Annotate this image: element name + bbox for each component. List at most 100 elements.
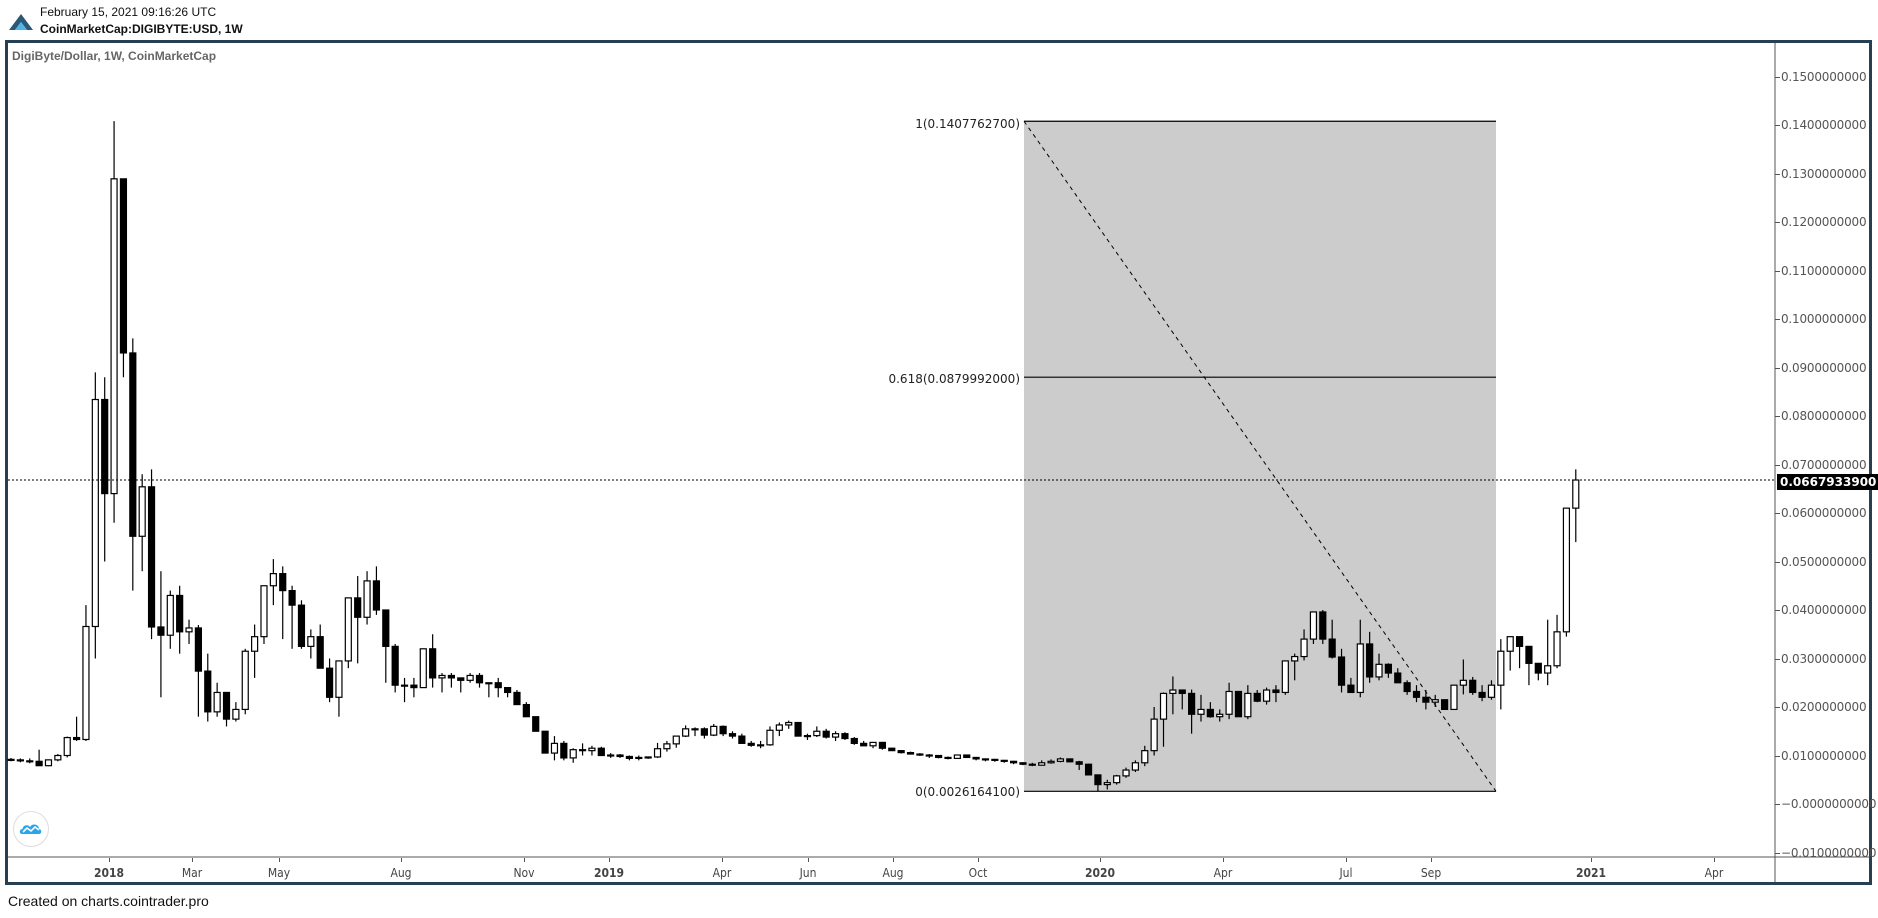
candle [1459,659,1467,695]
candle [888,747,896,752]
candle [325,658,334,703]
candle [297,600,306,649]
time-tick [524,858,525,862]
candle [747,740,755,747]
time-tick [1591,858,1592,862]
candle [794,721,802,737]
candle [963,754,971,759]
candle [869,741,877,749]
candle [429,634,437,688]
time-tick [192,858,193,862]
candle [1159,692,1168,747]
candle [1544,619,1552,686]
symbol-title: CoinMarketCap:DIGIBYTE:USD, 1W [40,22,243,36]
price-tick [1775,755,1780,757]
candle [363,571,371,625]
candle [803,733,812,740]
price-tick [1775,707,1780,708]
candle [1122,767,1130,778]
candle [129,338,137,591]
candle [204,653,212,722]
candle [157,571,165,698]
candle [279,566,287,640]
price-axis-label: 0.0700000000 [1781,457,1867,472]
candle [1431,694,1439,707]
candle [1272,685,1280,703]
candle [110,121,118,523]
candle [972,756,980,761]
candle [916,753,924,756]
candle [1188,689,1196,734]
price-axis-label: 0.1200000000 [1781,215,1867,229]
candle [1534,662,1542,681]
candle [410,677,418,698]
time-tick [609,858,610,862]
candle [1169,676,1177,715]
candle [382,609,390,683]
candle [1403,680,1411,695]
candle [176,585,184,654]
time-tick [808,858,809,862]
candle [588,745,596,756]
candle [1019,762,1027,766]
footer-credit: Created on charts.cointrader.pro [8,893,209,909]
candle [522,702,530,718]
candle [1225,682,1233,720]
candle [700,727,708,739]
candle [1356,619,1364,698]
candle [1450,684,1458,711]
price-axis-label: 0.1400000000 [1781,118,1867,132]
time-axis-label: 2019 [593,866,625,880]
candle [1337,648,1346,693]
price-tick [1775,367,1780,369]
time-tick [893,858,894,862]
fib-level-1-label: 1(0.1407762700) [915,117,1020,131]
candle [1487,680,1496,700]
candle [925,754,933,758]
time-axis-label: Jul [1339,866,1353,880]
price-axis-label: 0.1000000000 [1781,312,1867,326]
candle [91,372,99,659]
candle [35,749,43,767]
candle [185,619,193,644]
candle [1262,687,1271,705]
current-price-badge: 0.0667933900 [1777,474,1878,490]
time-axis-label: May [267,866,291,880]
candle [138,474,146,572]
candle [335,660,343,717]
price-axis-label: −0.0100000000 [1781,845,1877,860]
candle [1253,690,1261,703]
tradingview-logo-button[interactable] [13,811,49,847]
candle [213,682,221,717]
candle [1075,760,1083,771]
candle [756,740,765,749]
candle [54,754,62,762]
time-tick [1100,858,1101,862]
candle [1000,759,1008,763]
candle [1469,676,1477,695]
time-tick [279,858,280,862]
time-axis-label: Sep [1420,866,1442,880]
candle [485,682,493,698]
candle [1028,762,1036,767]
candle [897,750,905,754]
price-axis-label: 0.1100000000 [1781,263,1867,278]
candle [419,648,427,689]
chart-legend: DigiByte/Dollar, 1W, CoinMarketCap [12,49,217,63]
time-axis-label: 2020 [1084,866,1116,880]
candle [841,732,849,740]
price-tick [1775,610,1780,611]
candle [1394,668,1402,684]
candle [850,737,858,745]
candle [316,624,324,669]
time-tick [1714,858,1715,862]
price-axis-label: −0.0000000000 [1781,797,1877,811]
candle [944,756,952,760]
candle [232,702,240,722]
candle [1047,759,1055,764]
candle [513,690,521,706]
candle [775,722,783,737]
candle [1113,774,1121,785]
candle [672,735,680,748]
